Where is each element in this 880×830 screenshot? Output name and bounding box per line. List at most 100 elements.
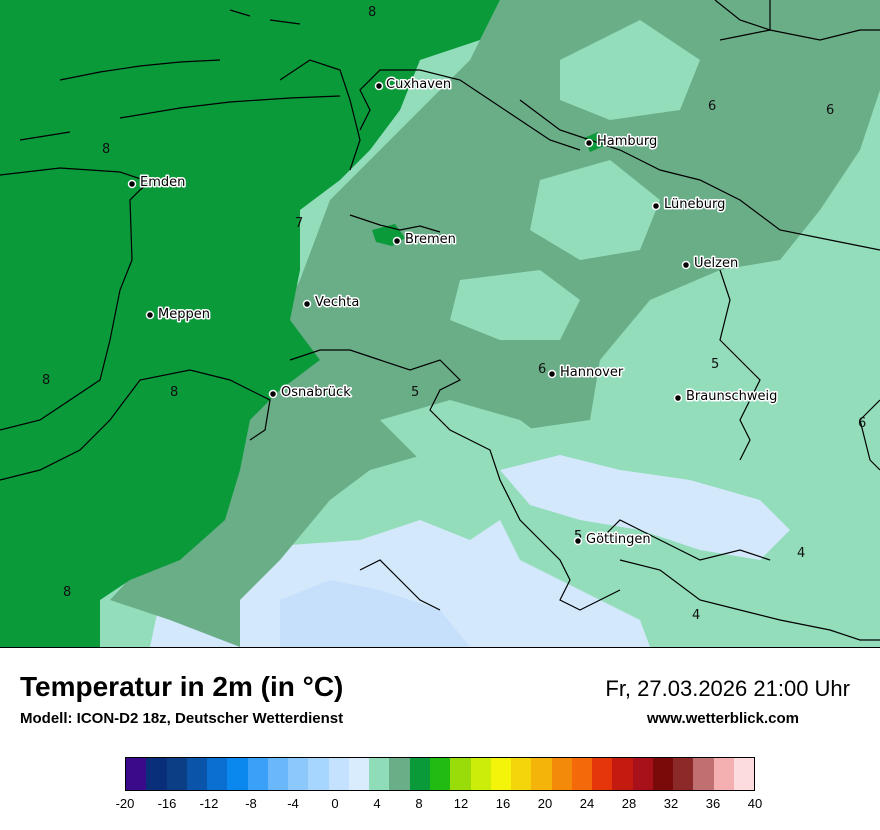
contour-label: 8 (102, 142, 110, 157)
color-scale-tick-label: -4 (287, 796, 299, 811)
map-title: Temperatur in 2m (in °C) (20, 671, 344, 702)
city-label: Meppen (158, 307, 210, 322)
color-scale-segment (429, 758, 451, 790)
color-scale-tick-label: 36 (705, 796, 721, 811)
contour-label: 6 (708, 99, 716, 114)
color-scale-tick-label: 4 (373, 796, 381, 811)
city-bremen: Bremen (392, 231, 457, 249)
contour-label: 8 (63, 585, 71, 600)
color-scale-segment (247, 758, 268, 790)
color-scale-segment (733, 758, 755, 790)
color-scale-segment (490, 758, 512, 790)
city-lueneburg: Lüneburg (651, 196, 727, 214)
color-scale-segment (511, 758, 532, 790)
color-scale-segment (288, 758, 309, 790)
color-scale-segment (389, 758, 410, 790)
city-hamburg: Hamburg (584, 133, 659, 151)
city-label: Lüneburg (664, 197, 725, 212)
temp-zone-8-plus (0, 0, 500, 647)
cities: Cuxhaven Hamburg Emden Lüneburg Bremen U… (127, 76, 779, 549)
contour-label: 5 (411, 385, 419, 400)
color-scale-segment (551, 758, 572, 790)
city-cuxhaven: Cuxhaven (374, 76, 453, 94)
color-scale-tick-label: 0 (331, 796, 339, 811)
contour-label: 5 (574, 529, 582, 544)
color-scale-segment (531, 758, 552, 790)
color-scale-segment (450, 758, 471, 790)
color-scale-segment (328, 758, 349, 790)
contour-label: 8 (368, 5, 376, 20)
contour-label: 5 (711, 357, 719, 372)
contour-labels: 8 8 7 8 8 8 6 6 5 5 5 6 6 4 4 5 (42, 5, 866, 623)
color-scale-segment (348, 758, 370, 790)
city-label: Emden (140, 175, 185, 190)
color-scale-tick-label: 20 (537, 796, 553, 811)
color-scale-tick-label: 24 (579, 796, 595, 811)
city-label: Hamburg (597, 134, 657, 149)
color-scale-segment (227, 758, 248, 790)
temp-zone-0-4-south (280, 580, 470, 647)
city-meppen: Meppen (145, 306, 211, 324)
color-scale-segment (592, 758, 613, 790)
contour-label: 8 (42, 373, 50, 388)
model-info: Modell: ICON-D2 18z, Deutscher Wetterdie… (20, 710, 344, 727)
temp-zone-4-6-patch-5 (380, 400, 560, 470)
color-scale-tick-label: 12 (453, 796, 469, 811)
color-scale-segment (612, 758, 633, 790)
contour-label: 8 (170, 385, 178, 400)
boundaries (0, 0, 880, 641)
color-scale-tick-label: 32 (663, 796, 679, 811)
color-scale-segment (693, 758, 714, 790)
city-braunschweig: Braunschweig (673, 388, 779, 406)
color-scale-tick-label: 40 (747, 796, 763, 811)
temperature-map: 8 8 7 8 8 8 6 6 5 5 5 6 6 4 4 5 Cuxhaven… (0, 0, 880, 648)
city-vechta: Vechta (302, 294, 361, 312)
color-scale-tick-label: -16 (157, 796, 177, 811)
color-scale-segment (369, 758, 390, 790)
color-scale-tick-label: 16 (495, 796, 511, 811)
color-scale-segment (652, 758, 674, 790)
forecast-datetime: Fr, 27.03.2026 21:00 Uhr (605, 676, 850, 701)
color-scale-segment (126, 758, 147, 790)
city-label: Hannover (560, 365, 624, 380)
contour-label: 4 (797, 546, 805, 561)
contour-label: 6 (538, 362, 546, 377)
color-scale-tick-label: -12 (199, 796, 219, 811)
color-scale-tick-label: 28 (621, 796, 637, 811)
color-scale-segment (186, 758, 208, 790)
contour-label: 4 (692, 608, 700, 623)
temp-zone-4-6-patch-3 (560, 20, 700, 120)
color-scale-tick-label: -20 (115, 796, 135, 811)
color-scale-segment (308, 758, 329, 790)
color-scale-segment (207, 758, 228, 790)
color-scale-segment (146, 758, 167, 790)
color-scale-segment (409, 758, 430, 790)
temp-zone-4-6-patch-1 (530, 160, 660, 260)
city-label: Braunschweig (686, 389, 777, 404)
color-scale-segment (571, 758, 593, 790)
color-scale-tick-label: 8 (415, 796, 423, 811)
temp-zone-0-4-east (500, 455, 790, 560)
color-scale-segment (632, 758, 653, 790)
city-label: Osnabrück (281, 385, 351, 400)
city-goettingen: Göttingen (573, 531, 652, 549)
color-scale-ticks: -20 -16 -12 -8 -4 0 4 8 12 16 20 24 28 32 36 40 (0, 796, 880, 816)
city-label: Uelzen (694, 256, 738, 271)
color-scale-segment (713, 758, 734, 790)
color-scale-segment (470, 758, 491, 790)
temp-zone-4-6-patch-2 (450, 270, 580, 340)
city-uelzen: Uelzen (681, 255, 740, 273)
color-scale-segment (673, 758, 694, 790)
city-label: Cuxhaven (386, 77, 451, 92)
city-emden: Emden (127, 174, 187, 192)
color-scale-segment (267, 758, 289, 790)
contour-label: 6 (858, 416, 866, 431)
website-link[interactable]: www.wetterblick.com (647, 710, 799, 727)
city-hannover: Hannover (547, 364, 625, 382)
color-scale-tick-label: -8 (245, 796, 257, 811)
city-osnabrueck: Osnabrück (268, 384, 353, 402)
city-label: Göttingen (586, 532, 651, 547)
color-scale-segment (166, 758, 187, 790)
color-scale-legend (125, 757, 755, 791)
city-label: Vechta (315, 295, 359, 310)
